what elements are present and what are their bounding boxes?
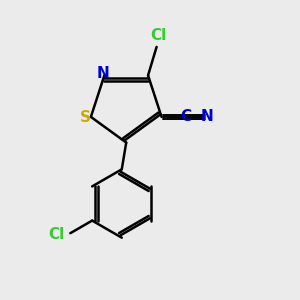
Text: Cl: Cl — [49, 227, 65, 242]
Text: S: S — [80, 110, 91, 125]
Text: N: N — [97, 66, 109, 81]
Text: Cl: Cl — [150, 28, 166, 43]
Text: N: N — [201, 110, 213, 124]
Text: C: C — [180, 110, 191, 124]
